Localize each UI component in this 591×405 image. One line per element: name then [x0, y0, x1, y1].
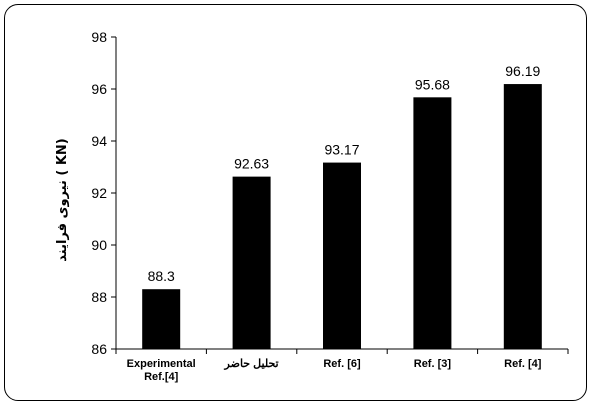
bar — [323, 162, 361, 349]
x-tick-label: تحلیل حاضر — [224, 358, 279, 370]
x-tick-label: Ref. [4] — [504, 358, 542, 370]
y-axis-label: نیروی فرایند ( KN) — [55, 138, 70, 261]
data-label: 93.17 — [324, 142, 359, 158]
bar — [142, 289, 181, 349]
y-tick-label: 86 — [91, 341, 107, 357]
bar-series — [142, 84, 542, 349]
bar — [413, 97, 452, 349]
y-tick-label: 90 — [91, 237, 107, 253]
y-tick-label: 94 — [91, 133, 107, 149]
data-labels: 88.3 92.63 93.17 95.68 96.19 — [148, 63, 541, 284]
y-tick-label: 88 — [91, 289, 107, 305]
y-tick-label: 98 — [91, 29, 107, 45]
data-label: 92.63 — [234, 156, 269, 172]
y-tick-label: 96 — [91, 81, 107, 97]
data-label: 95.68 — [415, 76, 450, 92]
y-tick-label: 92 — [91, 185, 107, 201]
x-tick-label: Experimental Ref.[4] — [127, 358, 196, 383]
data-label: 96.19 — [505, 63, 540, 79]
chart-axes: 86 88 90 92 94 96 98 Experimental Ref.[4] تحلیل ح… — [91, 29, 569, 383]
x-tick-label: Ref. [3] — [414, 358, 452, 370]
x-tick-label: Ref. [6] — [323, 358, 361, 370]
data-label: 88.3 — [148, 268, 175, 284]
bar — [503, 84, 542, 349]
chart-frame — [4, 4, 587, 401]
bar — [232, 176, 271, 349]
